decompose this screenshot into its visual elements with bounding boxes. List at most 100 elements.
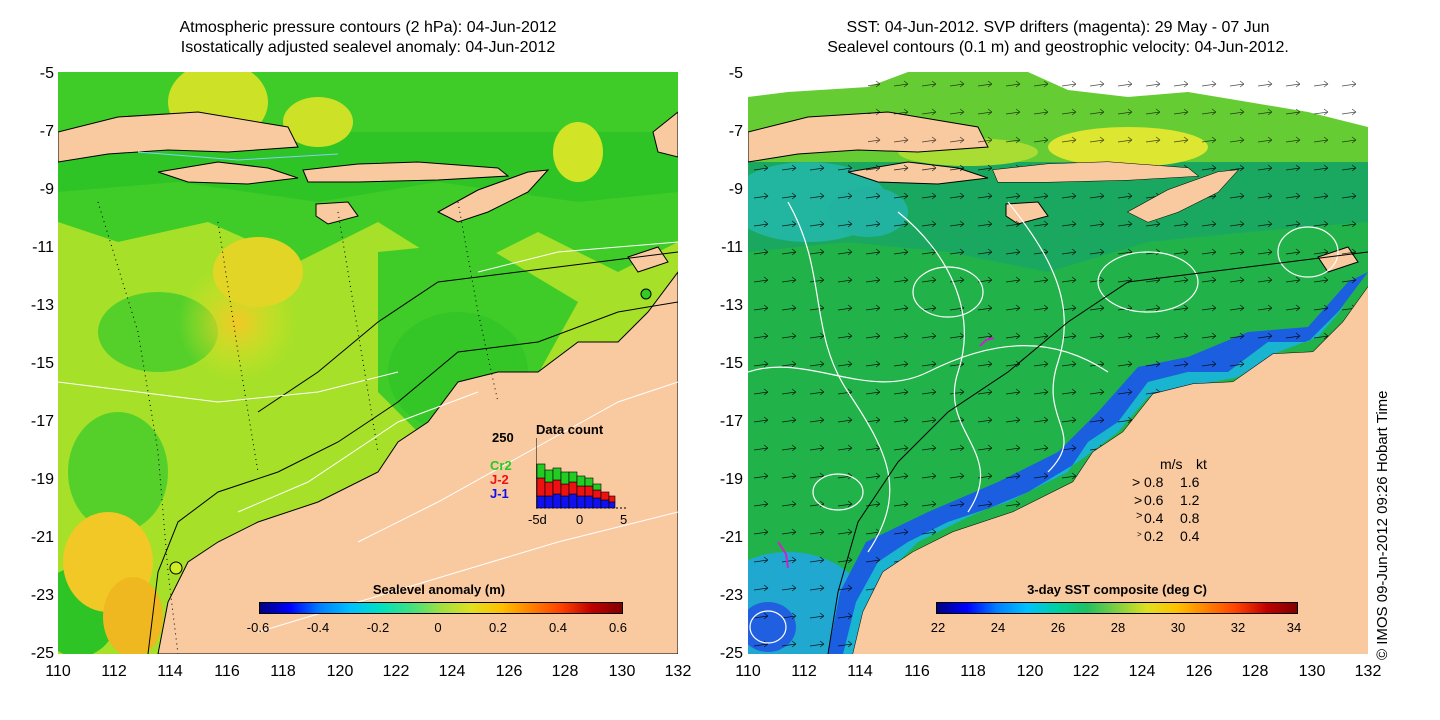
right-y-tick: -25: [719, 645, 743, 662]
right-y-tick: -5: [728, 65, 743, 82]
series-label-cr2: Cr2: [490, 458, 512, 473]
left-y-tick: -21: [30, 529, 54, 546]
left-y-tick: -25: [30, 645, 54, 662]
left-colorbar: [259, 602, 623, 614]
velocity-legend: m/s kt > 0.8 1.6 > 0.6 1.2 > 0.4 0.8 > 0…: [1128, 456, 1228, 546]
velocity-ms-2: 0.4: [1144, 510, 1164, 526]
left-map-canvas: [58, 72, 678, 654]
left-cb-label-0: -0.6: [246, 620, 270, 635]
right-cb-label-4: 30: [1170, 620, 1186, 635]
right-y-tick: -17: [719, 413, 743, 430]
right-x-tick: 120: [1016, 663, 1044, 680]
data-count-title: Data count: [536, 422, 604, 437]
left-y-tick: -5: [39, 65, 54, 82]
data-count-x-label-start: -5d: [528, 512, 547, 527]
right-y-tick: -23: [719, 587, 743, 604]
left-y-tick: -17: [30, 413, 54, 430]
right-title-line2: Sealevel contours (0.1 m) and geostrophi…: [827, 39, 1289, 56]
left-x-tick: 112: [101, 663, 127, 680]
right-y-tick: -9: [728, 181, 743, 198]
left-cb-label-2: -0.2: [366, 620, 390, 635]
left-y-tick: -15: [30, 355, 54, 372]
left-x-tick: 132: [664, 663, 692, 680]
right-cb-label-5: 32: [1230, 620, 1246, 635]
right-x-tick: 118: [960, 663, 986, 680]
right-map-canvas: [748, 72, 1368, 654]
right-x-tick: 126: [1185, 663, 1213, 680]
left-x-tick: 124: [438, 663, 466, 680]
right-title-line1: SST: 04-Jun-2012. SVP drifters (magenta)…: [846, 19, 1270, 36]
velocity-legend-kt-header: kt: [1196, 456, 1207, 472]
velocity-kt-3: 0.4: [1180, 528, 1200, 544]
velocity-arrow-icon: >: [1137, 530, 1142, 539]
left-cb-label-6: 0.6: [608, 620, 628, 635]
velocity-ms-0: 0.8: [1144, 474, 1164, 490]
left-x-tick: 116: [214, 663, 240, 680]
right-cb-label-3: 28: [1110, 620, 1126, 635]
right-y-tick: -21: [719, 529, 743, 546]
right-x-tick: 128: [1241, 663, 1269, 680]
right-x-tick: 114: [847, 663, 873, 680]
velocity-legend-ms-header: m/s: [1160, 456, 1183, 472]
velocity-arrow-icon: >: [1132, 474, 1141, 490]
right-x-tick: 130: [1298, 663, 1326, 680]
left-x-tick: 128: [551, 663, 579, 680]
series-label-j1: J-1: [490, 486, 509, 501]
left-cb-label-1: -0.4: [306, 620, 330, 635]
left-y-tick: -23: [30, 587, 54, 604]
right-colorbar: [936, 602, 1298, 614]
left-y-tick: -19: [30, 471, 54, 488]
velocity-kt-2: 0.8: [1180, 510, 1200, 526]
velocity-kt-1: 1.2: [1180, 492, 1200, 508]
left-x-tick: 122: [382, 663, 410, 680]
left-y-tick: -13: [30, 297, 54, 314]
right-cb-label-2: 26: [1050, 620, 1066, 635]
left-y-tick: -9: [39, 181, 54, 198]
right-sst-map: m/s kt > 0.8 1.6 > 0.6 1.2 > 0.4 0.8 > 0…: [748, 72, 1368, 654]
right-y-tick: -7: [728, 123, 743, 140]
left-cb-label-4: 0.2: [488, 620, 508, 635]
left-x-tick: 114: [157, 663, 183, 680]
right-x-tick: 124: [1128, 663, 1156, 680]
data-count-x-label-end: 5: [620, 512, 628, 527]
data-count-bars: [536, 438, 626, 509]
data-count-inset: 250 Data count Cr2 J-2 J-1 -5d 0: [488, 422, 628, 532]
data-count-ymax: 250: [492, 430, 514, 445]
right-cb-label-0: 22: [930, 620, 946, 635]
right-x-tick: 132: [1354, 663, 1382, 680]
series-label-j2: J-2: [490, 472, 509, 487]
left-x-tick: 120: [326, 663, 354, 680]
right-y-tick: -13: [719, 297, 743, 314]
velocity-arrow-icon: >: [1134, 492, 1143, 508]
velocity-arrow-icon: >: [1136, 510, 1143, 522]
left-colorbar-title: Sealevel anomaly (m): [372, 582, 506, 597]
velocity-kt-0: 1.6: [1180, 474, 1200, 490]
left-x-tick: 126: [495, 663, 523, 680]
left-y-tick: -11: [32, 239, 54, 256]
right-cb-label-6: 34: [1286, 620, 1302, 635]
left-title-line2: Isostatically adjusted sealevel anomaly:…: [180, 39, 556, 56]
right-map-title: SST: 04-Jun-2012. SVP drifters (magenta)…: [748, 18, 1368, 58]
right-x-tick: 112: [791, 663, 817, 680]
left-cb-label-3: 0: [434, 620, 442, 635]
velocity-ms-1: 0.6: [1144, 492, 1164, 508]
left-x-tick: 118: [270, 663, 296, 680]
right-x-tick: 110: [735, 663, 761, 680]
right-y-tick: -19: [719, 471, 743, 488]
left-x-tick: 130: [608, 663, 636, 680]
right-x-tick: 116: [904, 663, 930, 680]
left-map-title: Atmospheric pressure contours (2 hPa): 0…: [58, 18, 678, 58]
right-colorbar-title: 3-day SST composite (deg C): [1027, 582, 1207, 597]
left-cb-label-5: 0.4: [548, 620, 568, 635]
left-sealevel-map: 250 Data count Cr2 J-2 J-1 -5d 0: [58, 72, 678, 654]
right-x-tick: 122: [1072, 663, 1100, 680]
right-y-tick: -11: [721, 239, 743, 256]
velocity-ms-3: 0.2: [1144, 528, 1164, 544]
right-cb-label-1: 24: [990, 620, 1006, 635]
credit-text: © IMOS 09-Jun-2012 09:26 Hobart Time: [1374, 390, 1391, 660]
left-title-line1: Atmospheric pressure contours (2 hPa): 0…: [179, 19, 557, 36]
data-count-x-label-zero: 0: [576, 512, 584, 527]
right-y-tick: -15: [719, 355, 743, 372]
left-x-tick: 110: [45, 663, 71, 680]
left-y-tick: -7: [39, 123, 54, 140]
